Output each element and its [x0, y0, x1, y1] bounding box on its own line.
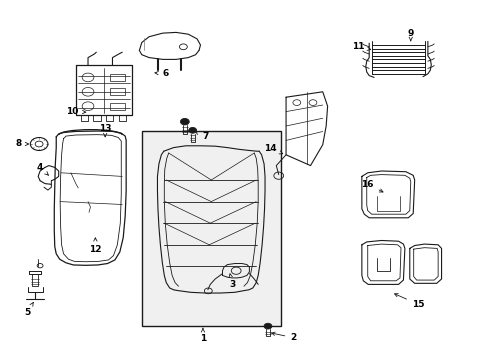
Bar [110, 103, 124, 110]
Circle shape [188, 127, 196, 133]
Text: 9: 9 [407, 29, 413, 41]
Text: 14: 14 [264, 144, 282, 154]
Text: 5: 5 [24, 302, 33, 317]
Text: 8: 8 [16, 139, 28, 148]
Text: 2: 2 [271, 332, 296, 342]
Text: 6: 6 [155, 69, 168, 78]
Text: 15: 15 [394, 294, 424, 309]
Circle shape [264, 323, 271, 329]
Text: 12: 12 [89, 238, 102, 253]
Text: 16: 16 [361, 180, 382, 192]
Text: 1: 1 [200, 328, 205, 343]
Text: 7: 7 [195, 131, 208, 141]
Bar [110, 74, 124, 81]
Text: 11: 11 [351, 42, 370, 51]
Text: 3: 3 [228, 274, 235, 289]
Bar [110, 88, 124, 95]
Text: 4: 4 [37, 163, 48, 175]
Text: 13: 13 [99, 124, 111, 137]
Circle shape [180, 118, 189, 125]
Text: 10: 10 [66, 107, 85, 116]
Bar [142, 131, 281, 326]
